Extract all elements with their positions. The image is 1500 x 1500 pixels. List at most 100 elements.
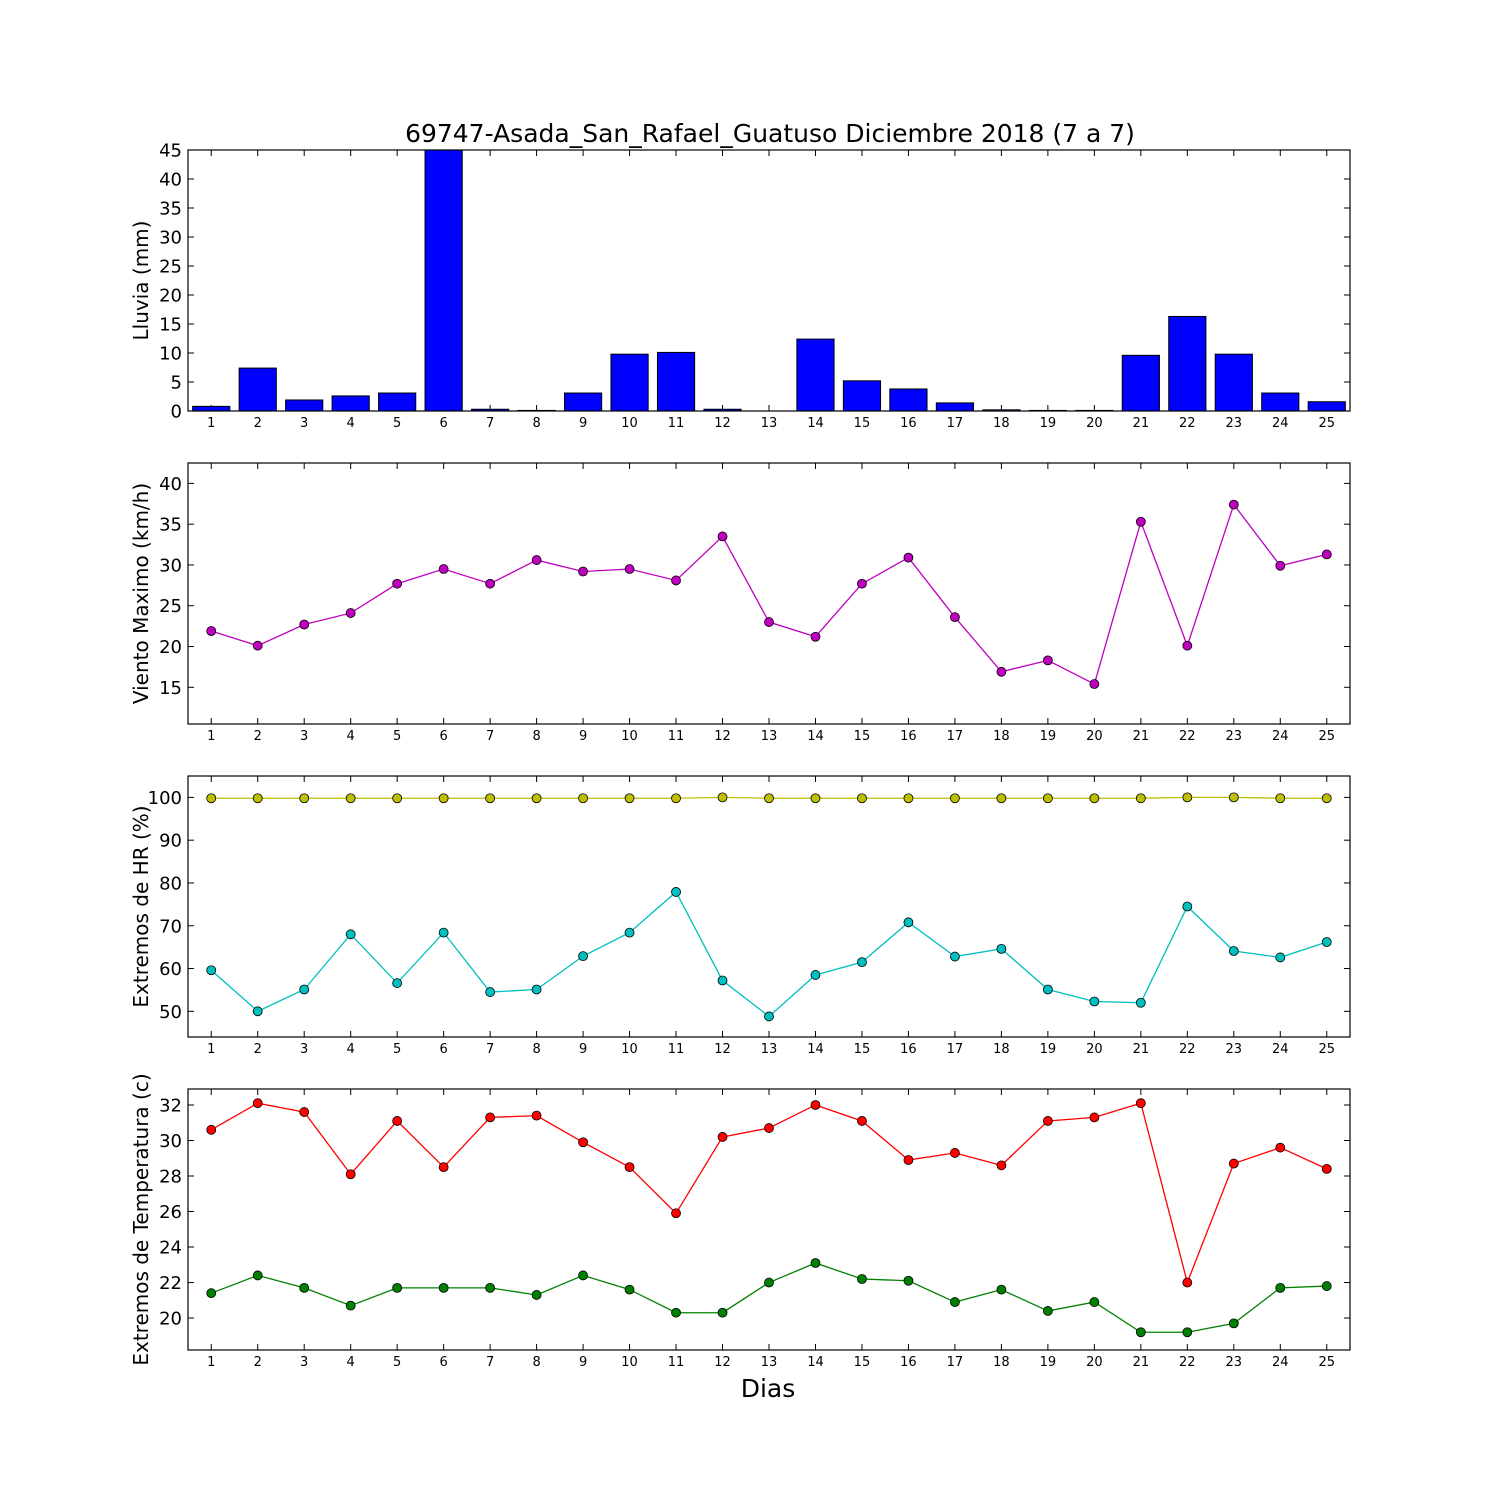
x-tick-label: 18 <box>993 416 1010 431</box>
plot-frame <box>187 1088 1351 1351</box>
x-tick-label: 4 <box>347 729 355 744</box>
data-point-day-7 <box>485 1282 496 1293</box>
data-point-day-1 <box>206 1288 217 1299</box>
x-tick-label: 12 <box>714 729 731 744</box>
rain-bar-day-14 <box>796 338 835 412</box>
data-point-day-9 <box>578 1137 588 1148</box>
data-point-day-23 <box>1228 792 1239 803</box>
data-point-day-22 <box>1182 901 1193 912</box>
plot-frame <box>187 149 1351 412</box>
data-point-day-6 <box>438 793 449 804</box>
x-tick-label: 3 <box>300 729 308 744</box>
data-point-day-19 <box>1042 793 1053 804</box>
data-point-day-7 <box>485 793 496 804</box>
data-point-day-21 <box>1135 997 1146 1008</box>
data-point-day-10 <box>624 1162 635 1173</box>
data-point-day-3 <box>299 984 310 995</box>
data-point-day-9 <box>578 951 588 962</box>
data-point-day-6 <box>438 927 449 938</box>
data-point-day-16 <box>903 1275 914 1286</box>
x-tick-label: 9 <box>579 416 587 431</box>
x-tick-label: 22 <box>1179 416 1196 431</box>
data-point-day-24 <box>1275 560 1286 571</box>
x-tick-label: 8 <box>532 1355 540 1370</box>
data-point-day-10 <box>624 564 635 574</box>
data-point-day-25 <box>1321 937 1332 947</box>
y-axis-label: Extremos de HR (%) <box>129 805 153 1007</box>
data-point-day-4 <box>345 1169 356 1180</box>
x-tick-label: 25 <box>1318 729 1335 744</box>
x-tick-label: 13 <box>761 1042 778 1057</box>
data-point-day-17 <box>950 793 960 804</box>
x-tick-label: 8 <box>532 1042 540 1057</box>
rain-bar-day-24 <box>1261 392 1300 412</box>
x-tick-label: 22 <box>1179 729 1196 744</box>
x-tick-label: 5 <box>393 416 401 431</box>
x-tick-label: 11 <box>668 416 685 431</box>
y-tick-label: 90 <box>159 831 182 852</box>
y-tick-label: 0 <box>171 402 182 423</box>
x-tick-label: 14 <box>807 729 824 744</box>
x-tick-label: 14 <box>807 1042 824 1057</box>
data-point-day-9 <box>578 566 588 577</box>
x-tick-label: 17 <box>947 1355 964 1370</box>
data-point-day-18 <box>996 1284 1007 1295</box>
data-point-day-18 <box>996 943 1007 954</box>
data-point-day-19 <box>1042 984 1053 995</box>
data-point-day-17 <box>950 1297 960 1307</box>
y-tick-label: 60 <box>159 959 182 980</box>
data-point-day-25 <box>1321 793 1332 804</box>
y-tick-label: 24 <box>159 1238 182 1259</box>
data-point-day-8 <box>531 1110 542 1121</box>
data-point-day-17 <box>950 951 960 962</box>
y-tick-label: 15 <box>159 678 182 699</box>
data-point-day-2 <box>252 1270 263 1281</box>
y-tick-label: 25 <box>159 596 182 617</box>
y-tick-label: 30 <box>159 228 182 249</box>
data-point-day-24 <box>1275 1282 1286 1293</box>
x-tick-label: 21 <box>1133 416 1150 431</box>
x-tick-label: 1 <box>207 729 215 744</box>
data-point-day-11 <box>671 575 681 586</box>
plot-frame <box>187 775 1351 1038</box>
data-point-day-23 <box>1228 1158 1239 1169</box>
x-tick-label: 24 <box>1272 729 1289 744</box>
data-point-day-5 <box>392 578 403 589</box>
data-point-day-18 <box>996 1160 1007 1171</box>
data-point-day-21 <box>1135 1098 1146 1109</box>
x-tick-label: 6 <box>439 1042 447 1057</box>
data-point-day-13 <box>764 793 774 804</box>
x-tick-label: 2 <box>254 1355 262 1370</box>
x-tick-label: 17 <box>947 729 964 744</box>
y-tick-label: 30 <box>159 555 182 576</box>
data-point-day-20 <box>1089 1297 1100 1307</box>
x-tick-label: 6 <box>439 416 447 431</box>
data-point-day-4 <box>345 1300 356 1311</box>
data-point-day-2 <box>252 640 263 651</box>
x-tick-label: 2 <box>254 729 262 744</box>
data-point-day-21 <box>1135 516 1146 527</box>
x-tick-label: 11 <box>668 1355 685 1370</box>
rain-bar-day-23 <box>1214 353 1253 412</box>
x-tick-label: 16 <box>900 729 917 744</box>
y-tick-label: 10 <box>159 344 182 365</box>
y-tick-label: 22 <box>159 1273 182 1294</box>
x-tick-label: 17 <box>947 416 964 431</box>
data-point-day-16 <box>903 552 914 563</box>
data-point-day-8 <box>531 793 542 804</box>
data-point-day-10 <box>624 793 635 804</box>
x-tick-label: 3 <box>300 1042 308 1057</box>
data-point-day-14 <box>810 1100 821 1110</box>
data-point-day-5 <box>392 978 403 988</box>
rain-bar-day-4 <box>331 395 370 412</box>
x-tick-label: 16 <box>900 1355 917 1370</box>
x-tick-label: 14 <box>807 1355 824 1370</box>
x-tick-label: 15 <box>854 1355 871 1370</box>
data-point-day-22 <box>1182 640 1193 651</box>
y-tick-label: 32 <box>159 1095 182 1116</box>
x-tick-label: 15 <box>854 416 871 431</box>
x-tick-label: 23 <box>1226 1042 1243 1057</box>
